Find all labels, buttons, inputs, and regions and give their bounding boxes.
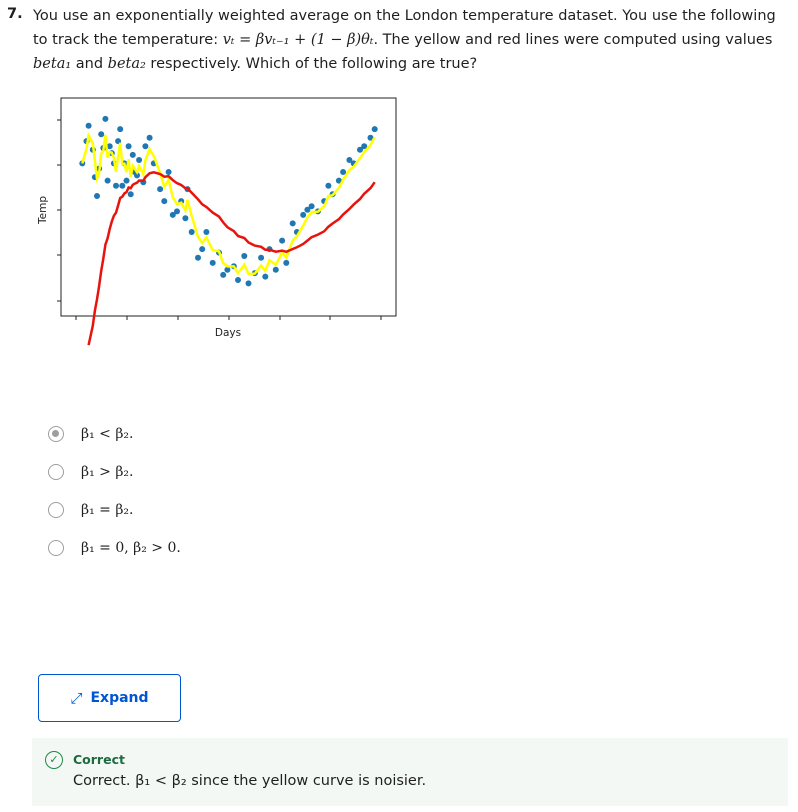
data-point	[241, 253, 248, 259]
data-point	[123, 177, 130, 184]
radio-option-2[interactable]	[48, 464, 64, 480]
feedback-text: Correct. β₁ < β₂ since the yellow curve …	[73, 773, 427, 789]
y-axis-label: Temp	[37, 196, 49, 225]
data-point	[142, 143, 149, 150]
expand-label: Expand	[90, 690, 149, 706]
data-point	[224, 266, 231, 273]
feedback-status: Correct	[73, 752, 125, 767]
data-point	[129, 151, 136, 158]
data-points	[79, 115, 378, 287]
data-point	[113, 182, 119, 189]
data-point	[94, 193, 100, 199]
data-point	[85, 122, 92, 129]
data-point	[104, 177, 111, 184]
expand-arrows-icon: ⤢	[70, 689, 83, 707]
data-point	[371, 126, 378, 133]
option-2-label: β₁ > β₂.	[81, 464, 134, 480]
data-point	[308, 203, 315, 210]
data-point	[188, 229, 195, 235]
data-point	[304, 206, 311, 213]
data-point	[182, 215, 189, 222]
red-average-line	[87, 171, 376, 346]
data-point	[325, 182, 332, 189]
data-point	[335, 177, 342, 184]
data-point	[117, 126, 124, 133]
yellow-average-line	[81, 131, 376, 276]
data-point	[245, 280, 252, 287]
feedback-panel: ✓ Correct Correct. β₁ < β₂ since the yel…	[32, 738, 788, 806]
data-point	[279, 237, 286, 244]
data-point	[146, 134, 153, 141]
data-point	[195, 254, 201, 261]
data-point	[262, 273, 269, 280]
option-4-label: β₁ = 0, β₂ > 0.	[81, 540, 181, 556]
data-point	[115, 138, 122, 145]
data-point	[289, 220, 296, 227]
data-point	[367, 134, 374, 141]
data-point	[272, 266, 279, 273]
data-point	[258, 254, 265, 261]
question-text: You use an exponentially weighted averag…	[33, 4, 791, 76]
option-1[interactable]: β₁ < β₂.	[48, 423, 134, 445]
x-ticks	[75, 316, 382, 320]
option-2[interactable]: β₁ > β₂.	[48, 461, 134, 483]
data-point	[125, 143, 132, 150]
formula: vₜ = βvₜ₋₁ + (1 − β)θₜ	[222, 32, 374, 48]
check-circle-icon: ✓	[45, 751, 63, 769]
data-point	[98, 131, 105, 138]
data-point	[174, 208, 180, 215]
data-point	[106, 143, 113, 150]
data-point	[209, 259, 216, 266]
data-point	[340, 169, 347, 175]
data-point	[357, 146, 363, 153]
x-axis-label: Days	[215, 327, 241, 339]
data-point	[161, 198, 168, 205]
option-4[interactable]: β₁ = 0, β₂ > 0.	[48, 537, 181, 559]
data-point	[220, 271, 227, 278]
question-and: and	[71, 56, 108, 72]
expand-button[interactable]: ⤢ Expand	[38, 674, 181, 722]
option-3[interactable]: β₁ = β₂.	[48, 499, 134, 521]
option-1-label: β₁ < β₂.	[81, 426, 134, 442]
radio-option-3[interactable]	[48, 502, 64, 518]
temperature-chart: Days Temp	[37, 97, 397, 346]
data-point	[157, 186, 164, 193]
plot-frame	[60, 97, 397, 317]
data-point	[102, 115, 109, 122]
data-point	[199, 246, 206, 253]
y-ticks	[57, 119, 61, 302]
data-point	[169, 211, 176, 218]
data-point	[300, 211, 307, 218]
data-point	[136, 157, 143, 163]
data-point	[203, 229, 210, 235]
option-3-label: β₁ = β₂.	[81, 502, 134, 518]
data-point	[283, 259, 290, 266]
question-number: 7.	[7, 6, 23, 22]
data-point	[119, 182, 126, 189]
data-point	[346, 157, 353, 163]
data-point	[235, 277, 241, 283]
radio-option-4[interactable]	[48, 540, 64, 556]
question-part2: . The yellow and red lines were computed…	[373, 32, 773, 48]
beta2-label: beta₂	[107, 56, 146, 72]
question-part1: You use an exponentially weighted averag…	[33, 8, 776, 48]
question-part3: respectively. Which of the following are…	[145, 56, 478, 72]
beta1-label: beta₁	[33, 56, 72, 72]
data-point	[127, 191, 134, 198]
data-point	[361, 143, 368, 150]
data-point	[134, 172, 140, 179]
data-point	[165, 169, 172, 175]
radio-option-1[interactable]	[48, 426, 64, 442]
